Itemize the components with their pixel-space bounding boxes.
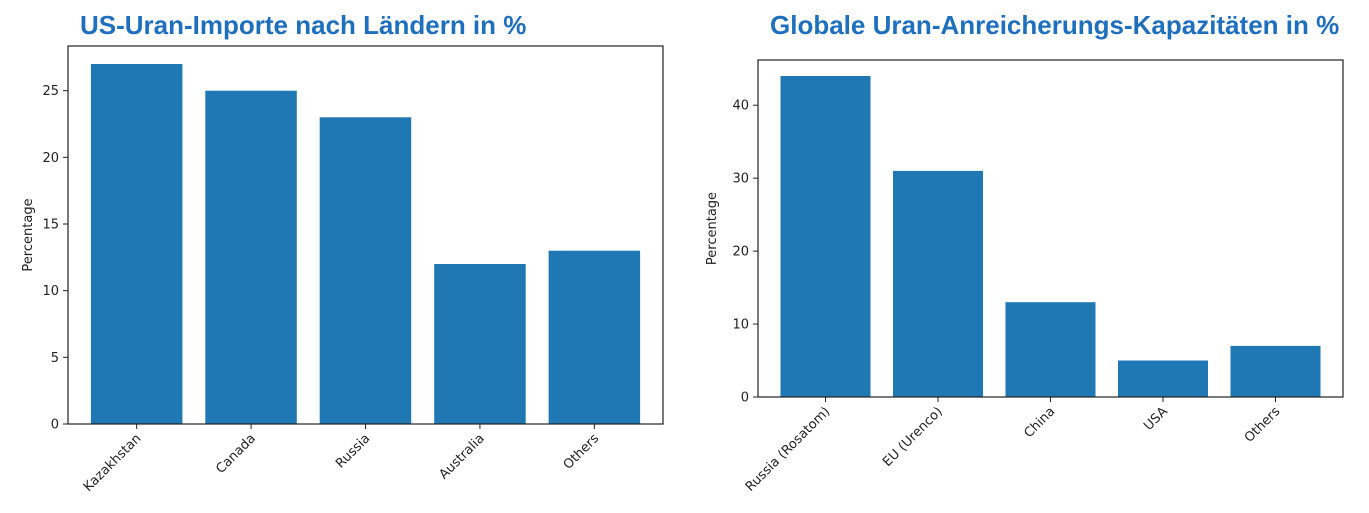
bar-right-3 [1118, 360, 1208, 397]
ytick-label-right-2: 20 [732, 245, 749, 260]
xtick-label-right-1: EU (Urenco) [880, 404, 946, 470]
bar-right-2 [1005, 302, 1096, 397]
xtick-label-left-0: Kazakhstan [81, 431, 145, 495]
ytick-label-left-3: 15 [42, 218, 59, 233]
bar-right-4 [1230, 345, 1321, 397]
ytick-label-left-2: 10 [42, 284, 59, 299]
xtick-label-right-2: China [1021, 404, 1058, 441]
ytick-label-right-3: 30 [732, 172, 749, 187]
xtick-label-right-0: Russia (Rosatom) [743, 404, 833, 494]
bar-left-3 [434, 264, 526, 424]
ytick-label-left-1: 5 [51, 351, 59, 366]
xtick-label-left-3: Australia [436, 431, 487, 482]
y-axis-label-left: Percentage [21, 198, 36, 271]
ytick-label-left-0: 0 [51, 418, 59, 433]
ytick-label-right-4: 40 [732, 99, 749, 114]
bar-left-2 [319, 117, 412, 425]
xtick-label-left-2: Russia [333, 431, 373, 471]
xtick-label-left-1: Canada [213, 431, 259, 477]
xtick-label-right-3: USA [1141, 404, 1171, 434]
ytick-label-left-5: 25 [42, 84, 59, 99]
xtick-label-right-4: Others [1242, 404, 1284, 446]
chart-title-left: US-Uran-Importe nach Ländern in % [80, 10, 527, 40]
bar-left-1 [205, 90, 297, 424]
chart-title-right: Globale Uran-Anreicherungs-Kapazitäten i… [770, 10, 1340, 40]
y-axis-label-right: Percentage [705, 192, 720, 265]
bar-right-1 [893, 170, 983, 397]
xtick-label-left-4: Others [561, 431, 603, 473]
ytick-label-left-4: 20 [42, 151, 59, 166]
bar-left-4 [548, 250, 641, 424]
bar-left-0 [90, 64, 183, 424]
ytick-label-right-0: 0 [741, 391, 749, 406]
bar-right-0 [780, 76, 871, 397]
ytick-label-right-1: 10 [732, 318, 749, 333]
